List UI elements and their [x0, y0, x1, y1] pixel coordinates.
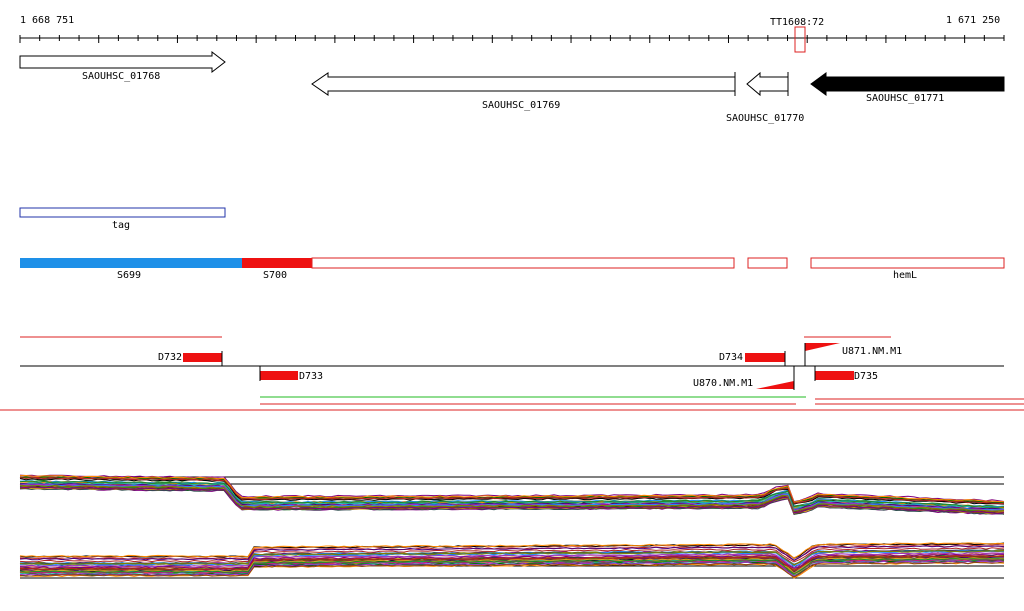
gene-arrow[interactable] [810, 72, 1005, 96]
expression-line [19, 486, 1005, 515]
feature-d733[interactable] [260, 371, 298, 380]
ruler-marker-label: TT1608:72 [770, 17, 824, 28]
gene-saouhsc-01770[interactable]: SAOUHSC_01770 [726, 71, 804, 124]
gene-label: SAOUHSC_01769 [482, 100, 560, 111]
gene-saouhsc-01769[interactable]: SAOUHSC_01769 [311, 72, 736, 111]
feature-d734[interactable] [745, 353, 785, 362]
feature-label-d732: D732 [158, 352, 182, 363]
feature-label-u871: U871.NM.M1 [842, 346, 902, 357]
feature-label-d735: D735 [854, 371, 878, 382]
expression-line [19, 561, 1005, 578]
expression-line [19, 557, 1005, 574]
expression-line [19, 545, 1005, 561]
segment-hemL[interactable] [810, 257, 1005, 269]
expression-line [19, 484, 1005, 512]
expression-line [19, 542, 1005, 559]
tag-box[interactable] [19, 207, 226, 218]
expression-panel-bottom [19, 542, 1005, 579]
gene-track: SAOUHSC_01768 SAOUHSC_01769 SAOUHSC_0177… [19, 50, 1005, 124]
gene-label: SAOUHSC_01768 [82, 71, 160, 82]
expression-line [19, 478, 1005, 505]
segment-label-s699: S699 [117, 270, 141, 281]
segment-s700[interactable] [242, 258, 312, 268]
expression-line [19, 480, 1005, 508]
expression-line [19, 550, 1005, 566]
position-marker[interactable] [794, 26, 806, 53]
feature-track: D732 D733 D734 U870.NM.M1 U871.NM.M1 D73… [0, 336, 1024, 411]
gene-saouhsc-01768[interactable]: SAOUHSC_01768 [19, 50, 226, 82]
expression-line [19, 547, 1005, 563]
gene-arrow[interactable] [19, 50, 226, 74]
expression-line [19, 554, 1005, 571]
ruler-end-label: 1 671 250 [946, 15, 1000, 26]
segment-label-hemL: hemL [893, 270, 917, 281]
segment-label-s700: S700 [263, 270, 287, 281]
gene-label: SAOUHSC_01771 [866, 93, 944, 104]
expression-panel-top [19, 474, 1005, 515]
expression-profiles [19, 542, 1005, 579]
tag-label: tag [112, 220, 130, 231]
coordinate-ruler: 1 668 751 1 671 250 TT1608:72 [19, 15, 1005, 53]
segment-outline[interactable] [747, 257, 788, 269]
ruler-start-label: 1 668 751 [20, 15, 74, 26]
segment-s699[interactable] [20, 258, 242, 268]
segment-track: S699 S700 hemL [20, 257, 1005, 281]
ruler-ticks [19, 35, 1005, 43]
feature-label-d733: D733 [299, 371, 323, 382]
gene-label: SAOUHSC_01770 [726, 113, 804, 124]
feature-label-u870: U870.NM.M1 [693, 378, 753, 389]
expression-line [19, 476, 1005, 505]
expression-line [19, 552, 1005, 569]
gene-arrow[interactable] [311, 72, 736, 96]
feature-d732[interactable] [183, 353, 222, 362]
tag-track: tag [19, 207, 226, 231]
gene-arrow[interactable] [746, 71, 789, 97]
expression-line [19, 484, 1005, 512]
feature-u870[interactable] [756, 381, 794, 389]
segment-s700-outline[interactable] [311, 257, 735, 269]
feature-u871[interactable] [805, 343, 840, 351]
feature-label-d734: D734 [719, 352, 743, 363]
feature-d735[interactable] [815, 371, 854, 380]
expression-line [19, 558, 1005, 575]
expression-profiles [19, 474, 1005, 515]
gene-saouhsc-01771[interactable]: SAOUHSC_01771 [810, 72, 1005, 104]
